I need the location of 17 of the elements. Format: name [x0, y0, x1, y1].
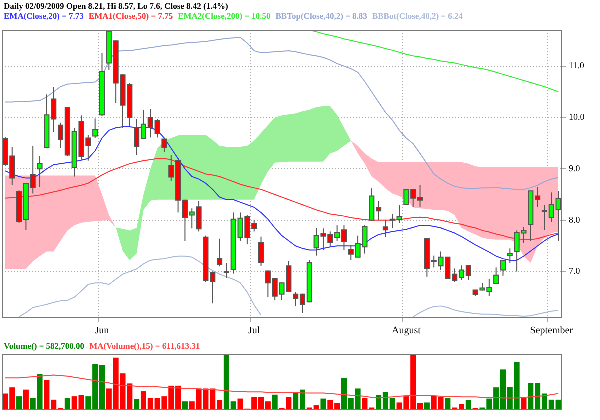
text: MA(Volume(),15) = 611,613.31 [90, 341, 200, 351]
series-label: Volume() = 582,700.00 [4, 341, 85, 351]
y-tick-label: 9.0 [569, 163, 581, 174]
x-tick-label: September [530, 326, 574, 337]
text: BBBot(Close,40,2) = 6.24 [372, 11, 463, 21]
text: EMA(Close,20) = 7.73 [4, 11, 84, 21]
y-tick-label: 10.0 [569, 112, 586, 122]
x-tick-label: Jul [248, 326, 260, 337]
chart-title: Daily 02/09/2009 Open 8.21, Hi 8.57, Lo 7.6, Close 8.42 (1.4%) [4, 1, 228, 11]
text: EMA2(Close,200) = 10.50 [178, 11, 271, 21]
x-tick-label: Jun [95, 326, 110, 337]
x-tick-label: August [392, 326, 422, 337]
y-tick-label: 11.0 [569, 60, 585, 71]
text: EMA1(Close,50) = 7.75 [88, 11, 174, 21]
text: BBTop(Close,40,2) = 8.83 [276, 11, 368, 21]
y-tick-label: 7.0 [569, 266, 581, 276]
y-tick-label: 8.0 [569, 214, 581, 225]
